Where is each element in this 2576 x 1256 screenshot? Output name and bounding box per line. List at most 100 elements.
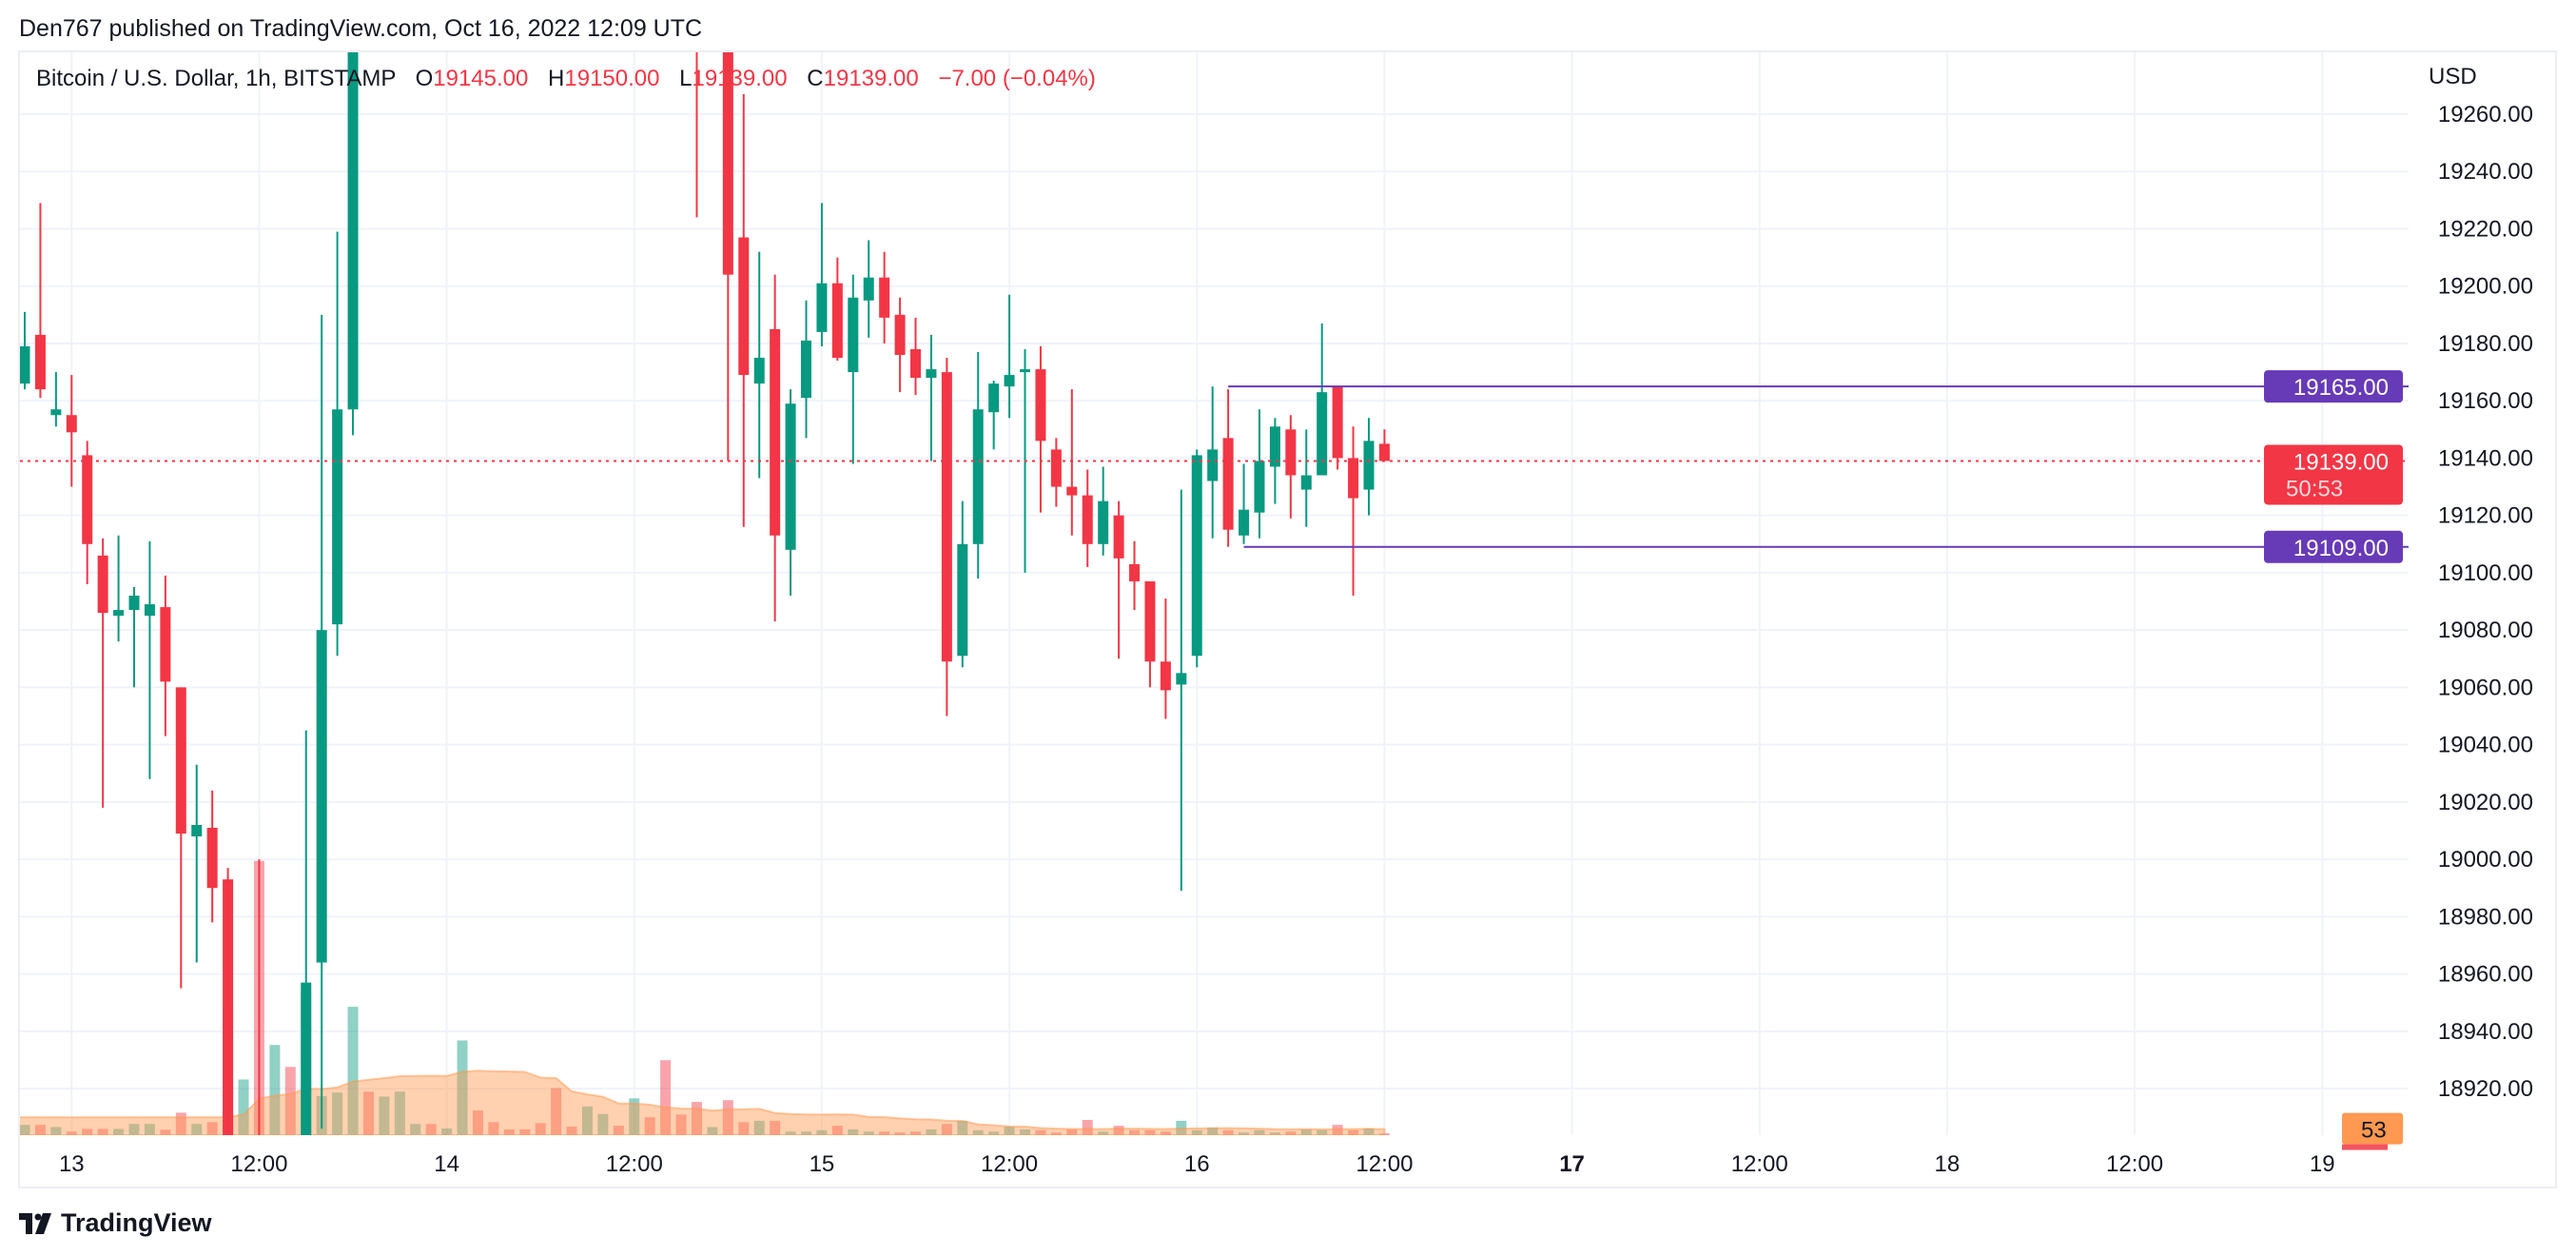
candle[interactable] <box>1207 386 1219 539</box>
candle[interactable] <box>20 311 30 390</box>
candle[interactable] <box>1285 415 1297 519</box>
candle[interactable] <box>1160 599 1171 719</box>
candle[interactable] <box>113 535 125 642</box>
tradingview-logo[interactable]: TradingView <box>19 1208 212 1238</box>
candle[interactable] <box>82 441 93 584</box>
candle[interactable] <box>206 790 218 923</box>
volume-bar <box>785 1131 796 1135</box>
candle[interactable] <box>848 274 859 464</box>
candle[interactable] <box>97 538 108 808</box>
candle[interactable] <box>175 687 186 989</box>
candle[interactable] <box>941 358 952 716</box>
candle[interactable] <box>1254 409 1265 539</box>
candle[interactable] <box>66 375 77 487</box>
candle[interactable] <box>801 300 811 439</box>
volume-bar <box>1160 1131 1171 1135</box>
candle[interactable] <box>1098 466 1109 556</box>
volume-bar <box>1004 1127 1015 1135</box>
candle[interactable] <box>1222 389 1234 547</box>
candle[interactable] <box>1066 389 1078 536</box>
open-label: O <box>415 66 434 91</box>
candle[interactable] <box>1363 418 1375 516</box>
candle[interactable] <box>910 317 922 396</box>
axes: USD 19260.0019240.0019220.0019200.001918… <box>59 64 2533 1177</box>
candle[interactable] <box>722 0 733 461</box>
price-tick-label: 19160.00 <box>2438 388 2533 414</box>
candle-body <box>1066 486 1078 496</box>
candle[interactable] <box>1113 500 1124 659</box>
volume-bar <box>738 1122 750 1135</box>
candle[interactable] <box>223 868 234 1256</box>
volume-bar <box>707 1127 718 1135</box>
candle-body <box>801 340 811 399</box>
candle[interactable] <box>332 231 343 657</box>
candle[interactable] <box>1317 323 1328 476</box>
candle[interactable] <box>1129 540 1141 611</box>
candle[interactable] <box>1378 429 1390 461</box>
price-tick-label: 19140.00 <box>2438 445 2533 471</box>
candle[interactable] <box>988 381 1000 450</box>
volume-bar <box>269 1045 281 1135</box>
candle[interactable] <box>1144 580 1156 688</box>
candle[interactable] <box>254 859 264 1256</box>
volume-bar <box>457 1040 468 1135</box>
candle-body <box>113 610 125 617</box>
volume-bar <box>1222 1129 1234 1135</box>
volume-bar <box>581 1106 593 1135</box>
candle-body <box>1348 458 1359 499</box>
candle[interactable] <box>894 297 906 393</box>
candle[interactable] <box>316 314 327 1129</box>
volume-bar <box>472 1110 483 1135</box>
candle-body <box>66 415 77 433</box>
candle[interactable] <box>1191 449 1202 668</box>
candle[interactable] <box>879 251 890 343</box>
volume-bar <box>1191 1129 1202 1135</box>
volume-bar <box>1050 1132 1062 1135</box>
candle[interactable] <box>347 0 359 436</box>
price-tick-label: 19000.00 <box>2438 847 2533 873</box>
candle[interactable] <box>738 93 750 527</box>
candle[interactable] <box>1050 438 1062 507</box>
candle[interactable] <box>753 251 765 479</box>
candle[interactable] <box>816 203 828 346</box>
symbol-title[interactable]: Bitcoin / U.S. Dollar, 1h, BITSTAMP <box>36 66 396 91</box>
volume-bar <box>82 1128 93 1135</box>
candle[interactable] <box>144 540 155 779</box>
candle[interactable] <box>1269 418 1280 504</box>
candle[interactable] <box>1004 294 1015 419</box>
candle-body <box>1269 426 1280 467</box>
candle[interactable] <box>50 372 62 427</box>
volume-bar <box>34 1125 46 1135</box>
candle[interactable] <box>831 257 843 362</box>
volume-bar <box>160 1129 171 1135</box>
candle[interactable] <box>1239 463 1250 544</box>
candle[interactable] <box>191 764 203 963</box>
candle[interactable] <box>785 389 796 597</box>
candle-body <box>738 237 750 376</box>
candle[interactable] <box>1082 469 1093 567</box>
candle[interactable] <box>34 203 46 399</box>
candle[interactable] <box>1035 345 1046 513</box>
volume-bar <box>238 1079 249 1135</box>
candle[interactable] <box>301 730 312 1256</box>
candle-body <box>1160 661 1171 691</box>
candle[interactable] <box>957 500 968 668</box>
candle-body <box>753 358 765 384</box>
candle[interactable] <box>128 586 140 688</box>
candle[interactable] <box>863 240 874 338</box>
candle[interactable] <box>972 351 984 579</box>
time-tick-label: 12:00 <box>981 1151 1038 1177</box>
volume-bar <box>597 1113 609 1135</box>
candle[interactable] <box>770 274 781 622</box>
candle[interactable] <box>1300 429 1312 527</box>
candle-body <box>879 277 890 318</box>
plot-area[interactable] <box>17 0 2409 1256</box>
time-tick-label: 12:00 <box>606 1151 663 1177</box>
candle[interactable] <box>160 575 171 736</box>
candle[interactable] <box>1176 489 1187 892</box>
candle[interactable] <box>1332 386 1343 470</box>
candle[interactable] <box>926 334 937 461</box>
candle[interactable] <box>1348 426 1359 597</box>
candle[interactable] <box>692 0 702 218</box>
